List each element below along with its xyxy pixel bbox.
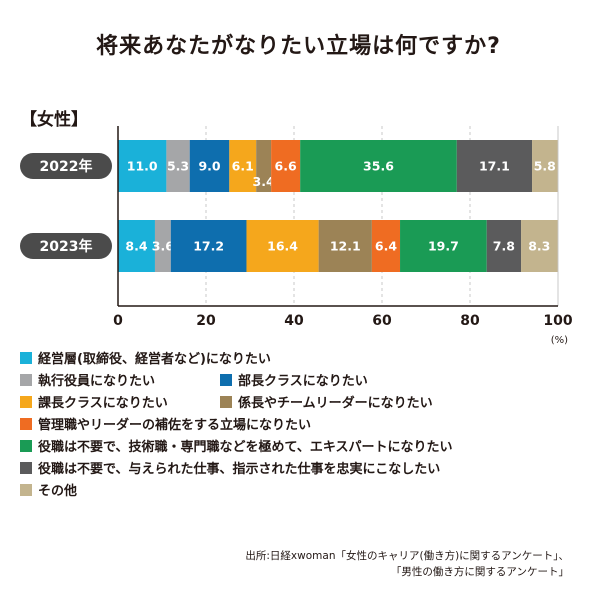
bar-value-label: 8.3 — [528, 239, 550, 254]
bar-segment-2022年-8 — [456, 140, 533, 192]
legend-label: 経営層(取締役、経営者など)になりたい — [38, 352, 271, 367]
legend-swatch — [20, 418, 32, 430]
x-tick-label: 40 — [284, 313, 304, 329]
bar-segment-2023年-3 — [170, 220, 247, 272]
bar-segment-2023年-4 — [246, 220, 319, 272]
bar-value-label: 35.6 — [363, 159, 394, 174]
bar-value-label: 5.8 — [534, 159, 556, 174]
bar-value-label: 16.4 — [267, 239, 298, 254]
bar-value-label: 6.1 — [232, 159, 254, 174]
x-tick-label: 100 — [543, 313, 572, 329]
bar-segment-2022年-9 — [532, 140, 558, 192]
legend-swatch — [20, 352, 32, 364]
bars: 11.0 5.3 9.0 6.13.46.6 35.6 17.1 5.8 8.4 3.6 17.2… — [118, 140, 558, 272]
bar-value-label: 19.7 — [428, 239, 459, 254]
x-tick-label: 0 — [113, 313, 123, 329]
bar-segment-2022年-2 — [166, 140, 190, 192]
bar-value-label: 17.1 — [479, 159, 510, 174]
section-label: 【女性】 — [20, 110, 88, 130]
bar-value-label: 3.6 — [152, 239, 174, 254]
legend-label: 執行役員になりたい — [38, 374, 156, 389]
x-tick-label: 60 — [372, 313, 392, 329]
category-labels: 2022年 2023年 — [20, 153, 112, 259]
legend-label: 役職は不要で、与えられた仕事、指示された仕事を忠実にこなしたい — [38, 462, 441, 477]
legend-item: 部長クラスになりたい — [220, 371, 368, 393]
bar-value-label: 11.0 — [127, 159, 158, 174]
legend-swatch — [20, 374, 32, 386]
legend-label: 管理職やリーダーの補佐をする立場になりたい — [38, 418, 312, 433]
bar-segment-2022年-4 — [229, 140, 257, 192]
legend-swatch — [20, 396, 32, 408]
source-line-1: 出所:日経xwoman「女性のキャリア(働き方)に関するアンケート」、 — [245, 550, 569, 562]
bar-segment-2023年-9 — [521, 220, 558, 272]
x-unit-label: (%) — [551, 335, 568, 346]
bar-segment-2023年-5 — [318, 220, 372, 272]
bar-segment-2023年-8 — [486, 220, 522, 272]
legend-item: 役職は不要で、与えられた仕事、指示された仕事を忠実にこなしたい — [20, 459, 440, 481]
bar-value-label: 8.4 — [125, 239, 147, 254]
source-line-2: 「男性の働き方に関するアンケート」 — [390, 566, 569, 578]
legend-swatch — [20, 440, 32, 452]
chart-title: 将来あなたがなりたい立場は何ですか? — [96, 34, 501, 59]
bar-value-label: 17.2 — [193, 239, 224, 254]
legend-swatch — [20, 484, 32, 496]
category-label: 2022年 — [40, 158, 93, 175]
legend-item: 執行役員になりたい — [20, 371, 155, 393]
bar-segment-2023年-1 — [118, 220, 155, 272]
x-axis: 0 20 40 60 80 100 (%) — [113, 126, 573, 346]
legend-item: 役職は不要で、技術職・専門職などを極めて、エキスパートになりたい — [20, 437, 452, 459]
category-label: 2023年 — [40, 238, 93, 255]
legend-item: 管理職やリーダーの補佐をする立場になりたい — [20, 415, 311, 437]
bar-segment-2023年-2 — [154, 220, 171, 272]
bar-segment-2023年-6 — [371, 220, 401, 272]
category-pill-bg — [20, 153, 112, 179]
bar-value-label: 6.4 — [375, 239, 397, 254]
legend-swatch — [220, 374, 232, 386]
bar-segment-2022年-7 — [300, 140, 457, 192]
bar-segment-2022年-1 — [118, 140, 167, 192]
bar-value-label: 9.0 — [198, 159, 220, 174]
legend-label: 課長クラスになりたい — [38, 396, 168, 411]
legend-item: 経営層(取締役、経営者など)になりたい — [20, 349, 271, 371]
legend-swatch — [220, 396, 232, 408]
x-tick-label: 80 — [460, 313, 480, 329]
legend-label: 係長やチームリーダーになりたい — [238, 396, 433, 411]
bar-value-label: 7.8 — [493, 239, 515, 254]
legend-item: 係長やチームリーダーになりたい — [220, 393, 433, 415]
bar-value-label: 5.3 — [167, 159, 189, 174]
category-pill-bg — [20, 233, 112, 259]
legend-swatch — [20, 462, 32, 474]
legend-label: 部長クラスになりたい — [238, 374, 368, 389]
bar-segment-2022年-3 — [189, 140, 230, 192]
bar-value-label: 12.1 — [330, 239, 361, 254]
legend-item: 課長クラスになりたい — [20, 393, 168, 415]
bar-value-label: 6.6 — [275, 159, 297, 174]
legend-item: その他 — [20, 481, 77, 503]
legend-label: その他 — [38, 484, 78, 499]
x-tick-label: 20 — [196, 313, 216, 329]
bar-segment-2022年-6 — [271, 140, 301, 192]
bar-segment-2022年-5 — [256, 140, 272, 192]
legend-label: 役職は不要で、技術職・専門職などを極めて、エキスパートになりたい — [38, 440, 453, 455]
source-note: 出所:日経xwoman「女性のキャリア(働き方)に関するアンケート」、 「男性の… — [245, 548, 569, 580]
bar-segment-2023年-7 — [400, 220, 487, 272]
bar-value-label: 3.4 — [253, 174, 275, 189]
